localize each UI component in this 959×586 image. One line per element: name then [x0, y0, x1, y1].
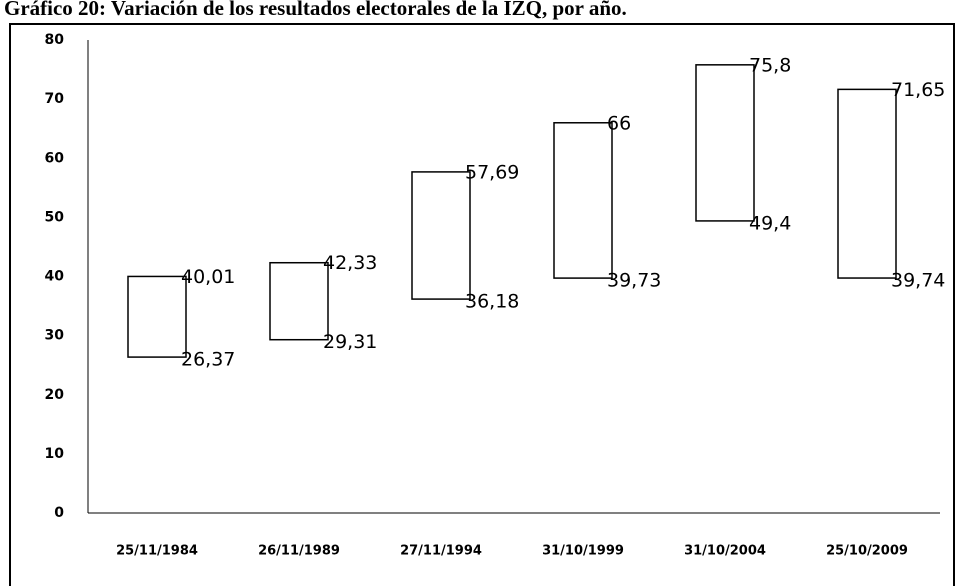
data-label: 36,18: [465, 291, 519, 313]
y-tick-label: 0: [54, 505, 64, 521]
x-tick-label: 27/11/1994: [400, 544, 482, 559]
range-bar: [269, 261, 329, 341]
data-label: 57,69: [465, 161, 519, 183]
y-tick-label: 60: [45, 150, 65, 166]
data-label: 42,33: [323, 252, 377, 274]
y-tick-label: 10: [45, 446, 65, 462]
y-tick-label: 20: [45, 387, 65, 403]
data-label: 39,74: [891, 270, 945, 292]
data-label: 39,73: [607, 270, 661, 292]
y-tick-label: 50: [45, 209, 65, 225]
y-tick-label: 30: [45, 328, 65, 344]
range-bar: [127, 275, 187, 358]
y-tick-label: 70: [45, 91, 65, 107]
data-label: 40,01: [181, 266, 235, 288]
y-tick-label: 40: [45, 269, 65, 285]
range-bar: [553, 122, 613, 279]
x-tick-label: 31/10/1999: [542, 544, 624, 559]
data-label: 75,8: [749, 54, 791, 76]
range-bar: [411, 171, 471, 300]
range-bar: [837, 88, 897, 279]
data-label: 71,65: [891, 79, 945, 101]
x-tick-label: 31/10/2004: [684, 544, 766, 559]
range-bar: [695, 64, 755, 222]
data-label: 26,37: [181, 349, 235, 371]
data-label: 49,4: [749, 212, 791, 234]
x-tick-label: 25/10/2009: [826, 544, 908, 559]
data-label: 66: [607, 112, 631, 134]
data-label: 29,31: [323, 331, 377, 353]
x-tick-label: 25/11/1984: [116, 544, 198, 559]
chart-title: Gráfico 20: Variación de los resultados …: [4, 0, 627, 20]
y-tick-label: 80: [45, 32, 65, 48]
x-tick-label: 26/11/1989: [258, 544, 340, 559]
